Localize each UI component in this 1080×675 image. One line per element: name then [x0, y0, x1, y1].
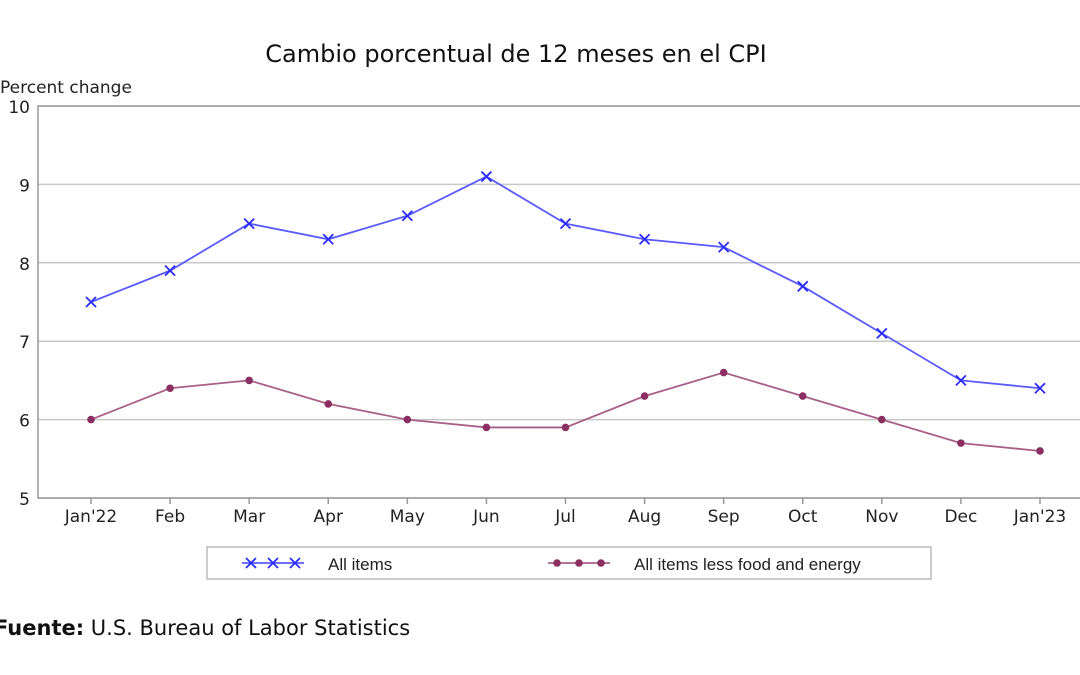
x-tick-label: Jun — [472, 507, 500, 527]
data-point — [640, 392, 649, 400]
data-point — [166, 384, 174, 393]
y-tick-label: 7 — [19, 333, 30, 353]
data-point — [322, 233, 334, 245]
x-tick-label: May — [390, 507, 425, 527]
data-point — [718, 241, 730, 253]
data-point — [482, 423, 491, 432]
data-point — [638, 233, 651, 245]
data-point — [575, 559, 583, 567]
data-point — [876, 327, 888, 339]
data-point — [401, 210, 413, 222]
series-line — [90, 175, 1041, 390]
data-point — [289, 557, 301, 569]
data-point — [561, 423, 570, 432]
x-tick-label: Aug — [628, 507, 661, 527]
legend-label: All items less food and energy — [634, 555, 861, 574]
series-0 — [85, 170, 1046, 394]
x-tick-label: Sep — [708, 507, 740, 527]
x-tick-label: Jan'22 — [64, 507, 118, 527]
plot-frame — [37, 105, 1080, 499]
data-point — [403, 415, 412, 424]
source-text: U.S. Bureau of Labor Statistics — [84, 616, 411, 640]
data-point — [267, 557, 279, 569]
y-tick-label: 8 — [19, 255, 30, 275]
data-point — [245, 557, 257, 569]
data-point — [955, 374, 967, 387]
legend-item: All items less food and energy — [548, 555, 861, 574]
data-point — [85, 296, 97, 308]
data-point — [559, 217, 572, 230]
data-point — [1036, 447, 1044, 455]
data-point — [87, 415, 95, 424]
y-tick-label: 6 — [19, 412, 30, 432]
source-note: Fuente: U.S. Bureau of Labor Statistics — [0, 616, 410, 640]
x-tick-label: Nov — [865, 507, 898, 527]
data-point — [719, 368, 728, 377]
x-tick-label: Jul — [554, 507, 576, 527]
x-tick-label: Feb — [155, 507, 185, 527]
legend-label: All items — [328, 555, 392, 574]
data-point — [1034, 382, 1046, 394]
x-tick-label: Oct — [788, 507, 818, 527]
x-tick-label: Apr — [314, 507, 343, 527]
series-1 — [87, 368, 1044, 455]
legend-item: All items — [242, 555, 392, 574]
data-point — [597, 559, 605, 567]
x-tick-label: Jan'23 — [1013, 507, 1067, 527]
data-point — [798, 392, 807, 400]
data-point — [164, 265, 176, 277]
y-tick-label: 10 — [8, 98, 30, 118]
data-point — [957, 439, 965, 447]
y-tick-label: 5 — [19, 490, 30, 510]
source-label: Fuente: — [0, 616, 85, 640]
x-tick-label: Mar — [233, 507, 265, 527]
series-line — [90, 371, 1041, 452]
data-point — [245, 376, 253, 385]
data-point — [324, 400, 333, 408]
data-point — [480, 170, 493, 183]
data-point — [553, 559, 561, 567]
data-point — [878, 415, 886, 424]
y-axis-label: Percent change — [0, 78, 132, 98]
data-point — [797, 280, 809, 292]
y-tick-label: 9 — [19, 176, 30, 196]
data-point — [243, 217, 255, 230]
x-tick-label: Dec — [944, 507, 977, 527]
chart-title: Cambio porcentual de 12 meses en el CPI — [265, 40, 766, 68]
